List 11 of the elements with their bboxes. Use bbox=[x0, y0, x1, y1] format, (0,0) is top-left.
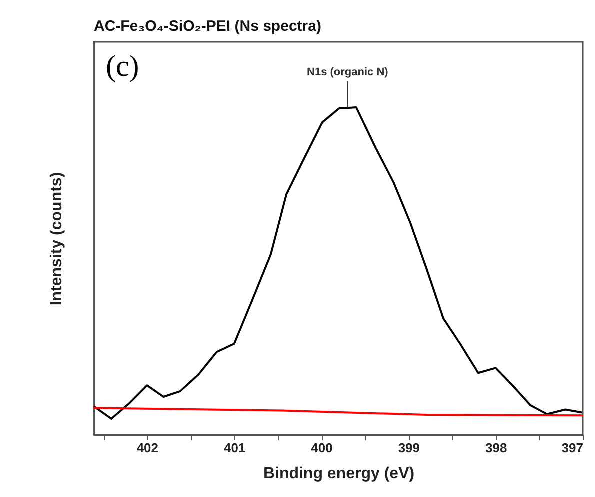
text: (c) bbox=[106, 50, 140, 83]
x-tick-label: 397 bbox=[562, 440, 584, 456]
x-tick-label: 400 bbox=[311, 440, 333, 456]
x-tick-label: 399 bbox=[398, 440, 420, 456]
x-tick-label: 402 bbox=[136, 440, 159, 456]
x-tick-label: 398 bbox=[485, 440, 508, 456]
annotation: N1s (organic N) bbox=[307, 66, 389, 78]
y-axis-title: Intensity (counts) bbox=[48, 172, 66, 306]
x-axis-title: Binding energy (eV) bbox=[263, 466, 415, 482]
x-tick-label: 401 bbox=[224, 440, 246, 456]
chart-title: AC-Fe₃O₄-SiO₂-PEI (Ns spectra) bbox=[94, 18, 322, 35]
